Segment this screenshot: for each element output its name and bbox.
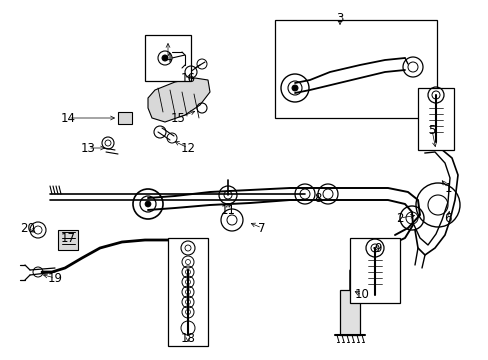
Text: 20: 20 bbox=[20, 221, 35, 234]
Bar bbox=[349, 238, 399, 303]
Circle shape bbox=[145, 201, 151, 207]
Text: 19: 19 bbox=[47, 271, 62, 284]
Text: 7: 7 bbox=[258, 221, 265, 234]
Text: 8: 8 bbox=[314, 192, 321, 204]
Text: 11: 11 bbox=[220, 203, 235, 216]
Bar bbox=[274, 20, 436, 118]
Bar bbox=[58, 230, 78, 250]
Text: 18: 18 bbox=[180, 332, 195, 345]
Polygon shape bbox=[148, 78, 209, 122]
Text: 4: 4 bbox=[164, 51, 171, 64]
Text: 3: 3 bbox=[336, 12, 343, 24]
Text: 2: 2 bbox=[395, 211, 403, 225]
Text: 12: 12 bbox=[180, 141, 195, 154]
Text: 5: 5 bbox=[427, 123, 435, 136]
Text: 17: 17 bbox=[61, 231, 75, 244]
Circle shape bbox=[291, 85, 297, 91]
Bar bbox=[118, 112, 132, 124]
Bar bbox=[145, 35, 191, 81]
Text: 14: 14 bbox=[61, 112, 75, 125]
Text: 9: 9 bbox=[373, 242, 381, 255]
Text: 13: 13 bbox=[81, 141, 95, 154]
Text: 16: 16 bbox=[180, 72, 195, 85]
Text: 10: 10 bbox=[354, 288, 368, 302]
Bar bbox=[168, 238, 207, 346]
Bar bbox=[339, 290, 359, 335]
Text: 6: 6 bbox=[443, 211, 451, 225]
Bar bbox=[417, 88, 453, 150]
Text: 15: 15 bbox=[170, 112, 185, 125]
Circle shape bbox=[162, 55, 168, 61]
Text: 1: 1 bbox=[443, 181, 451, 194]
